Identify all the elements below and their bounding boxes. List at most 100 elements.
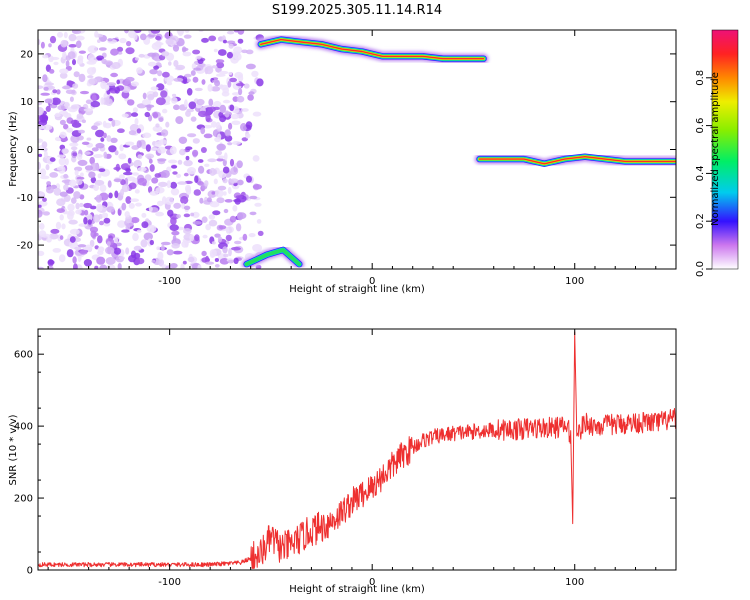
noise-blob: [126, 41, 132, 47]
noise-blob: [40, 41, 45, 49]
noise-blob: [89, 156, 95, 165]
noise-blob: [105, 264, 116, 269]
noise-blob: [53, 187, 62, 196]
spectrogram-xtick-label: 100: [565, 276, 584, 287]
noise-blob: [227, 259, 234, 264]
noise-blob: [78, 50, 86, 54]
noise-blob: [194, 175, 199, 183]
noise-blob: [116, 46, 124, 53]
noise-blob: [131, 172, 139, 176]
noise-blob: [124, 30, 129, 34]
noise-blob: [99, 220, 104, 226]
noise-blob: [187, 133, 197, 138]
snr-ylabel: SNR (10 * v/v): [8, 414, 19, 485]
noise-blob: [168, 61, 172, 66]
noise-blob: [68, 33, 77, 42]
snr-xtick-label: 0: [369, 577, 375, 588]
noise-blob: [219, 104, 227, 114]
noise-blob: [237, 30, 245, 35]
noise-blob: [224, 110, 230, 118]
noise-blob: [217, 185, 227, 191]
noise-blob: [103, 217, 111, 224]
noise-blob: [172, 171, 178, 175]
noise-blob: [172, 93, 177, 97]
noise-blob: [133, 159, 142, 168]
noise-blob: [136, 140, 142, 149]
noise-blob: [41, 233, 51, 238]
noise-blob: [186, 78, 191, 83]
noise-blob: [188, 101, 197, 110]
noise-blob: [211, 86, 221, 92]
noise-blob: [74, 246, 82, 251]
noise-blob: [230, 246, 241, 251]
noise-blob: [245, 63, 256, 70]
noise-blob: [125, 76, 135, 82]
noise-blob: [44, 150, 48, 159]
noise-blob: [229, 158, 235, 167]
noise-blob: [38, 101, 43, 106]
noise-blob: [59, 119, 66, 126]
noise-blob: [108, 117, 113, 122]
noise-blob: [76, 176, 85, 180]
noise-blob: [75, 35, 85, 41]
noise-blob: [53, 61, 59, 66]
noise-blob: [215, 59, 225, 64]
noise-blob: [165, 121, 170, 128]
noise-blob: [227, 142, 233, 146]
noise-blob: [215, 150, 223, 156]
noise-blob: [84, 165, 94, 171]
noise-blob: [147, 52, 156, 57]
noise-blob: [71, 197, 77, 204]
noise-blob: [204, 261, 215, 265]
lower-tone-trace: [244, 247, 302, 267]
noise-blob: [235, 83, 245, 87]
noise-blob: [229, 77, 238, 83]
noise-blob: [182, 51, 192, 57]
noise-blob: [105, 98, 113, 106]
noise-blob: [58, 254, 66, 263]
noise-blob: [81, 119, 86, 124]
noise-blob: [201, 250, 207, 257]
noise-blob: [185, 155, 190, 161]
noise-blob: [145, 153, 155, 159]
noise-blob: [218, 70, 229, 75]
noise-blob: [226, 30, 235, 35]
noise-blob: [211, 65, 218, 69]
noise-blob: [230, 166, 239, 175]
noise-blob: [41, 141, 48, 149]
noise-blob: [232, 205, 238, 212]
noise-blob: [249, 195, 258, 200]
noise-blob: [103, 132, 107, 139]
noise-blob: [151, 177, 159, 184]
noise-blob: [125, 141, 135, 146]
noise-blob: [147, 61, 157, 67]
noise-blob: [166, 249, 174, 256]
noise-blob: [99, 264, 108, 269]
noise-blob: [150, 30, 161, 34]
noise-blob: [203, 124, 213, 129]
noise-blob: [173, 202, 182, 209]
noise-blob: [142, 132, 152, 139]
noise-blob: [141, 99, 152, 106]
noise-blob: [228, 43, 234, 49]
noise-blob: [38, 153, 43, 158]
noise-blob: [251, 70, 259, 78]
spectrogram-xtick-label: 0: [369, 276, 375, 287]
noise-blob: [128, 202, 135, 209]
noise-blob: [215, 121, 221, 129]
noise-blob: [134, 118, 139, 125]
noise-blob: [48, 266, 54, 269]
noise-blob: [157, 200, 164, 207]
noise-blob: [216, 197, 225, 204]
noise-blob: [67, 203, 75, 212]
noise-blob: [222, 246, 228, 254]
noise-blob: [187, 167, 196, 175]
noise-blob: [156, 158, 167, 162]
noise-blob: [106, 82, 116, 86]
noise-blob: [59, 72, 68, 79]
snr-xlabel: Height of straight line (km): [289, 584, 425, 595]
noise-blob: [143, 232, 153, 241]
noise-blob: [52, 89, 58, 94]
noise-blob: [69, 142, 79, 147]
noise-blob: [197, 110, 208, 118]
